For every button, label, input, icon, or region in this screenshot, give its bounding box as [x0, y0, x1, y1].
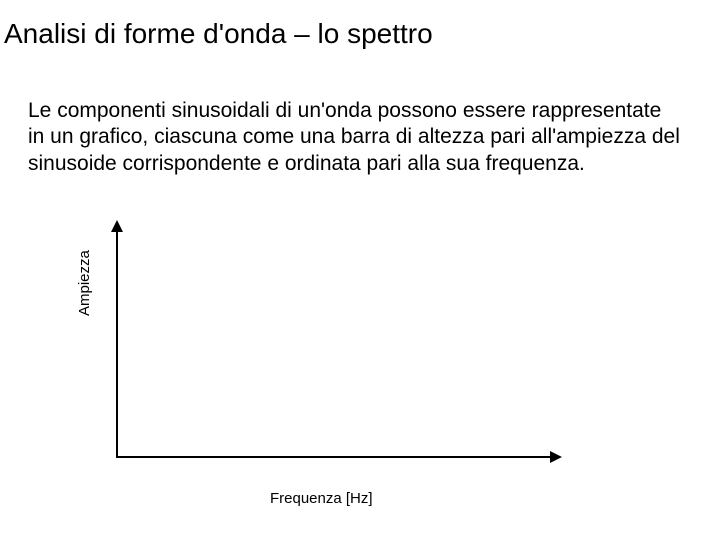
body-paragraph: Le componenti sinusoidali di un'onda pos…	[28, 98, 680, 177]
y-axis-line	[116, 226, 118, 458]
slide-title: Analisi di forme d'onda – lo spettro	[4, 18, 433, 50]
x-axis-line	[116, 456, 554, 458]
x-axis-arrow-icon	[550, 451, 562, 463]
spectrum-chart	[92, 226, 552, 466]
x-axis-label: Frequenza [Hz]	[270, 490, 373, 507]
y-axis-label: Ampiezza	[76, 250, 93, 316]
